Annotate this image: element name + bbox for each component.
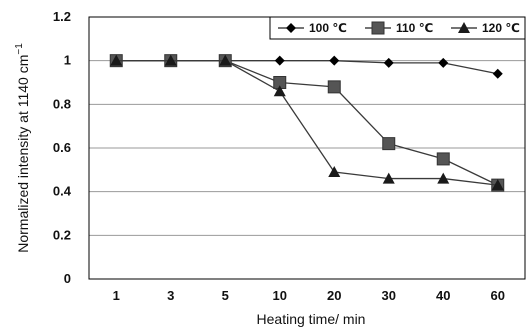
data-point-triangle (382, 172, 395, 184)
x-axis-title: Heating time/ min (257, 311, 366, 327)
x-tick-label: 3 (167, 288, 174, 303)
legend-entries: 100 ℃ 110 ℃ 120 ℃ (278, 21, 520, 35)
gridlines (89, 60, 525, 236)
legend-entry-square: 110 ℃ (365, 21, 433, 35)
y-axis-title-main: Normalized intensity at 1140 cm (15, 55, 31, 253)
data-point-triangle (328, 166, 341, 178)
series-lines (109, 54, 505, 192)
y-tick-label: 0.6 (53, 140, 71, 155)
legend: 100 ℃ 110 ℃ 120 ℃ (269, 16, 526, 40)
y-tick-labels: 0 0.2 0.4 0.6 0.8 1 1.2 (53, 9, 72, 286)
x-tick-label: 60 (491, 288, 505, 303)
x-tick-label: 30 (382, 288, 396, 303)
x-tick-label: 5 (222, 288, 229, 303)
legend-entry-diamond: 100 ℃ (278, 21, 347, 35)
data-point-triangle (437, 172, 450, 184)
data-point-diamond (274, 55, 285, 66)
y-tick-label: 1.2 (53, 9, 71, 24)
data-point-diamond (329, 55, 340, 66)
legend-label: 100 ℃ (309, 21, 347, 35)
data-point-square (436, 152, 450, 166)
x-tick-labels: 1 3 5 10 20 30 40 60 (113, 288, 505, 303)
y-axis-title: Normalized intensity at 1140 cm−1 (14, 43, 31, 253)
legend-label: 120 ℃ (482, 21, 520, 35)
y-tick-label: 0 (64, 271, 71, 286)
series-line-square (116, 60, 499, 186)
series-triangle (110, 54, 504, 191)
y-tick-label: 0.4 (53, 184, 72, 199)
data-point-diamond (438, 57, 449, 68)
data-point-triangle (219, 54, 232, 66)
data-point-diamond (383, 57, 394, 68)
data-point-square (327, 80, 341, 94)
data-point-triangle (164, 54, 177, 66)
y-axis-title-group: Normalized intensity at 1140 cm−1 (14, 43, 31, 253)
y-tick-label: 1 (64, 53, 71, 68)
data-point-triangle (273, 85, 286, 97)
y-tick-label: 0.8 (53, 96, 71, 111)
x-tick-label: 10 (273, 288, 287, 303)
legend-marker-diamond (286, 23, 296, 33)
x-tick-label: 40 (436, 288, 450, 303)
series-square (109, 54, 505, 192)
legend-entry-triangle: 120 ℃ (451, 21, 520, 35)
data-point-square (382, 137, 396, 151)
legend-marker-square (371, 21, 385, 35)
y-tick-label: 0.2 (53, 227, 71, 242)
y-axis-title-superscript: −1 (14, 43, 25, 55)
data-point-triangle (110, 54, 123, 66)
legend-label: 110 ℃ (396, 21, 433, 35)
data-point-triangle (491, 179, 504, 191)
x-tick-label: 20 (327, 288, 341, 303)
legend-box (269, 16, 526, 40)
data-point-diamond (492, 68, 503, 79)
x-tick-label: 1 (113, 288, 120, 303)
legend-marker-triangle (458, 22, 470, 33)
series-line-triangle (116, 60, 498, 186)
